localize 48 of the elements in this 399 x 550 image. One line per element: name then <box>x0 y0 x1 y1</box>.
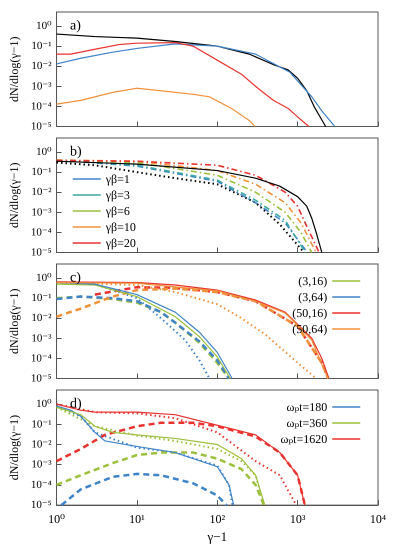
y-tick-label: 10⁻⁴ <box>30 226 52 238</box>
legend-label: γβ=10 <box>104 220 136 234</box>
chart-title: b) <box>70 144 82 160</box>
y-tick-label: 10⁻¹ <box>31 292 52 304</box>
legend-label: γβ=3 <box>104 188 130 202</box>
y-axis-title: dN/dlog(γ−1) <box>7 288 21 354</box>
y-tick-label: 10⁻³ <box>31 332 52 344</box>
x-tick-label: 10² <box>209 512 226 526</box>
legend-label: ωₚt=180 <box>286 400 328 414</box>
legend-label: γβ=1 <box>104 172 130 186</box>
y-tick-label: 10⁻⁵ <box>30 499 52 512</box>
y-tick-label: 10⁻¹ <box>31 40 52 52</box>
chart-title: a) <box>70 18 82 34</box>
y-tick-label: 10⁻² <box>31 60 52 72</box>
y-axis-title: dN/dlog(γ−1) <box>7 36 21 102</box>
y-tick-label: 10⁻³ <box>31 80 52 92</box>
y-tick-label: 10⁰ <box>36 272 52 284</box>
legend-label: γβ=6 <box>104 204 130 218</box>
chart-title: d) <box>70 396 82 412</box>
y-tick-label: 10⁻³ <box>31 206 52 218</box>
x-tick-label: 10¹ <box>129 512 146 526</box>
y-tick-label: 10⁻⁴ <box>30 478 52 491</box>
y-tick-label: 10⁻¹ <box>31 418 52 430</box>
y-tick-label: 10⁻² <box>31 312 52 324</box>
legend-label: (3,16) <box>298 274 328 288</box>
legend-label: ωₚt=360 <box>286 416 328 430</box>
y-axis-title: dN/dlog(γ−1) <box>7 414 21 480</box>
y-tick-label: 10⁰ <box>36 146 52 158</box>
x-tick-label: 10³ <box>290 512 306 526</box>
y-tick-label: 10⁻¹ <box>31 166 52 178</box>
y-tick-label: 10⁻⁵ <box>30 246 52 258</box>
legend-label: ωₚt=1620 <box>280 432 328 446</box>
legend-label: (3,64) <box>298 290 328 304</box>
y-tick-label: 10⁰ <box>36 398 52 410</box>
y-tick-label: 10⁻² <box>31 186 52 198</box>
x-tick-label: 10⁰ <box>48 512 66 526</box>
y-axis-title: dN/dlog(γ−1) <box>7 162 21 228</box>
legend-label: (50,16) <box>292 306 328 320</box>
y-tick-label: 10⁻² <box>31 438 52 451</box>
y-tick-label: 10⁻⁵ <box>30 120 52 132</box>
legend-label: γβ=20 <box>104 236 136 250</box>
y-tick-label: 10⁻⁵ <box>30 372 52 384</box>
y-tick-label: 10⁻⁴ <box>30 352 52 364</box>
y-tick-label: 10⁻⁴ <box>30 100 52 112</box>
y-tick-label: 10⁰ <box>36 20 52 32</box>
x-axis-title: γ−1 <box>206 529 228 544</box>
x-tick-label: 10⁴ <box>370 512 386 526</box>
y-tick-label: 10⁻³ <box>31 458 52 471</box>
